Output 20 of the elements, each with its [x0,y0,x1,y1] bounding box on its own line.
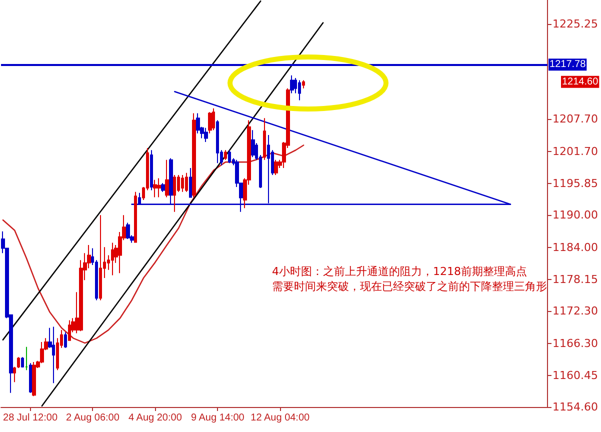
y-tick-label: 1190.00 [552,208,598,222]
y-tick-label: 1166.30 [552,337,598,350]
annotation: 4小时图：之前上升通道的阻力，1218前期整理高点 [272,265,527,278]
x-tick-label: 28 Jul 12:00 [3,412,58,424]
y-tick-label: 1154.60 [552,400,598,414]
y-tick-label: 1184.00 [552,241,598,254]
x-tick-label: 9 Aug 14:00 [190,412,245,424]
y-tick-label: 1178.15 [552,272,598,286]
x-tick-label: 2 Aug 06:00 [66,412,120,424]
y-tick-label: 1201.70 [552,145,598,158]
y-tick-label: 1207.70 [552,112,598,126]
ref-line-label: 1217.78 [550,59,586,70]
x-tick-label: 4 Aug 20:00 [128,412,182,424]
y-tick-label: 1160.45 [552,368,598,382]
y-tick-label: 1195.85 [552,176,598,190]
y-tick-label: 1172.30 [552,304,598,318]
y-tick-label: 1225.25 [552,18,598,31]
annotation: 需要时间来突破，现在已经突破了之前的下降整理三角形 [272,280,547,293]
text: 1214.60 [562,76,599,88]
x-tick-label: 12 Aug 04:00 [250,412,310,424]
